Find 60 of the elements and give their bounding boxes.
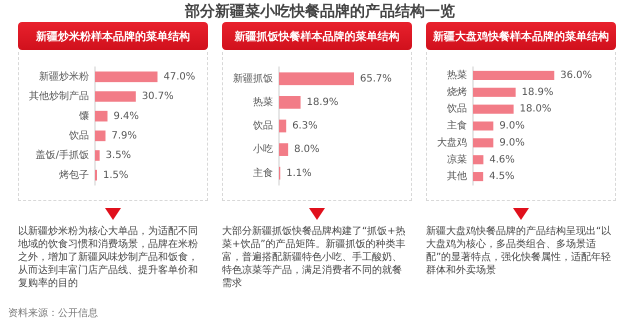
y-tick-label: 饮品 (252, 120, 273, 132)
data-label: 8.0% (294, 144, 320, 156)
text: 部分新疆菜小吃快餐品牌的产品结构一览 (184, 2, 456, 21)
data-label: 3.5% (106, 150, 132, 162)
text: 资料来源：公开信息 (8, 306, 98, 320)
bar (473, 88, 516, 97)
text: 大部分新疆抓饭快餐品牌构建了“抓饭+热菜+饮品”的产品矩阵。新疆抓饭的种类丰富，普遍搭配新疆特色小吃、手工酸奶、特色凉菜等产品，满足消费者不同的就餐需求 (222, 225, 407, 290)
bar (279, 120, 286, 132)
bar (473, 138, 494, 148)
y-tick-label: 主食 (253, 166, 273, 179)
y-tick-label: 热菜 (447, 69, 467, 82)
data-label: 7.9% (112, 130, 137, 142)
chart-title: 新疆抓饭快餐样本品牌的菜单结构 (234, 28, 400, 44)
bar (473, 172, 484, 182)
data-label: 4.6% (489, 154, 515, 166)
y-tick-label: 小吃 (253, 143, 273, 156)
data-label: 30.7% (142, 91, 174, 102)
y-tick-label: 饮品 (68, 130, 89, 142)
bar (95, 110, 108, 122)
data-label: 18.9% (306, 96, 338, 108)
data-label: 9.0% (499, 137, 525, 148)
y-tick-label: 主食 (447, 120, 467, 132)
y-tick-label: 新疆抓饭 (233, 72, 273, 84)
bar (279, 143, 288, 156)
data-label: 18.9% (522, 86, 554, 98)
data-label: 9.4% (114, 110, 139, 122)
bar (95, 91, 136, 102)
y-tick-label: 馕 (78, 110, 89, 122)
data-label: 36.0% (560, 70, 592, 82)
data-label: 4.5% (489, 171, 515, 182)
data-label: 1.5% (102, 170, 128, 181)
data-label: 18.0% (520, 104, 552, 115)
data-label: 1.1% (286, 168, 312, 179)
bar (95, 150, 100, 161)
bar (473, 104, 514, 114)
y-tick-label: 其他炒制产品 (29, 90, 89, 102)
bar (473, 121, 494, 131)
y-tick-label: 饮品 (446, 104, 467, 115)
y-tick-label: 烧烤 (447, 86, 467, 98)
y-tick-label: 凉菜 (447, 153, 467, 166)
bar (473, 155, 484, 164)
y-tick-label: 新疆炒米粉 (39, 70, 89, 82)
y-tick-label: 大盘鸡 (437, 136, 467, 148)
bar (279, 72, 354, 86)
data-label: 9.0% (499, 120, 525, 132)
y-tick-label: 烤包子 (59, 168, 89, 181)
bar (95, 130, 106, 142)
y-tick-label: 热菜 (253, 96, 273, 108)
text: 以新疆炒米粉为核心大单品，为适配不同地域的饮食习惯和消费场景，品牌在米粉之外，增加了新疆风味炒制产品和饭食，从而达到丰富门店产品线、提升客单价和复购率的目的 (18, 225, 199, 290)
text: 新疆大盘鸡快餐品牌的产品结构呈现出“以大盘鸡为核心，多品类组合、多场景适配”的显著特点，强化快餐属性，适配年轻群体和外卖场景 (426, 225, 612, 277)
chart-title: 新疆炒米粉样本品牌的菜单结构 (36, 28, 190, 44)
chart-title: 新疆大盘鸡快餐样本品牌的菜单结构 (433, 28, 609, 44)
y-tick-label: 盖饭/手抓饭 (36, 149, 89, 162)
bar (95, 72, 158, 82)
bar (473, 70, 554, 80)
data-label: 47.0% (164, 71, 196, 82)
y-tick-label: 其他 (447, 170, 467, 182)
data-label: 6.3% (292, 120, 318, 132)
data-label: 65.7% (360, 73, 392, 84)
bar (279, 96, 301, 109)
